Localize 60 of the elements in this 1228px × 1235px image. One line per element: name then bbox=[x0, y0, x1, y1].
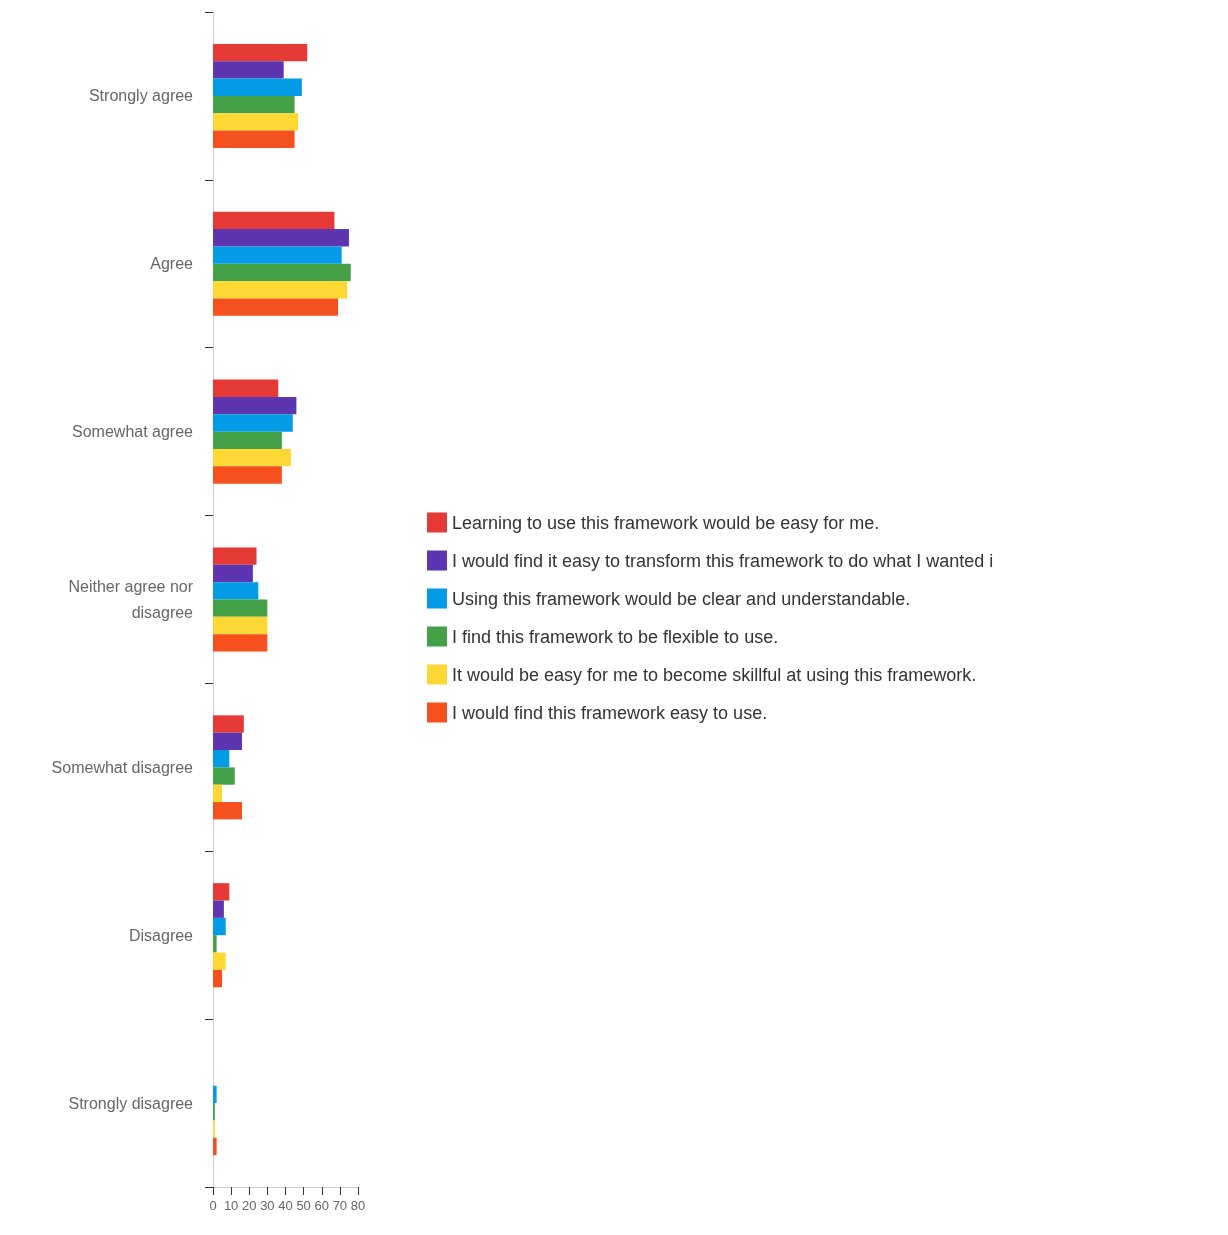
bar bbox=[213, 767, 235, 785]
x-tick-label: 80 bbox=[350, 1198, 366, 1213]
bar bbox=[213, 396, 297, 415]
x-tick-label: 50 bbox=[296, 1198, 311, 1213]
bar bbox=[213, 130, 295, 148]
bar bbox=[213, 952, 226, 970]
bar bbox=[213, 246, 342, 264]
bar bbox=[213, 414, 293, 432]
bar bbox=[213, 599, 268, 617]
bar bbox=[213, 298, 339, 316]
bar bbox=[213, 43, 308, 62]
bar bbox=[213, 969, 223, 988]
x-tick-label: 0 bbox=[209, 1198, 217, 1213]
y-tick-label: Strongly agree bbox=[88, 87, 194, 105]
y-tick-label: Somewhat agree bbox=[72, 423, 194, 441]
x-tick-label: 20 bbox=[242, 1198, 257, 1213]
bar bbox=[213, 78, 302, 96]
y-tick-label: Agree bbox=[150, 255, 194, 273]
bar bbox=[213, 61, 284, 79]
legend-label: I would find it easy to transform this framework to do what I wanted i bbox=[452, 550, 994, 571]
bar bbox=[213, 900, 224, 918]
legend-label: I would find this framework easy to use. bbox=[452, 702, 768, 723]
bar bbox=[213, 582, 259, 600]
bar bbox=[213, 732, 242, 751]
y-tick-label: Strongly disagree bbox=[68, 1094, 194, 1112]
legend-label: Learning to use this framework would be easy for me. bbox=[452, 512, 880, 533]
x-tick-label: 70 bbox=[332, 1198, 348, 1213]
legend-label: Using this framework would be clear and understandable. bbox=[452, 588, 911, 609]
bar bbox=[213, 564, 253, 583]
x-tick-label: 10 bbox=[223, 1198, 239, 1213]
bar bbox=[213, 95, 295, 114]
bar bbox=[213, 634, 268, 652]
bar bbox=[213, 431, 282, 449]
bar bbox=[213, 750, 230, 768]
bar bbox=[213, 281, 348, 299]
bar bbox=[213, 802, 242, 820]
y-tick-label: Neither agree nor disagree bbox=[68, 578, 194, 621]
y-tick-label: Somewhat disagree bbox=[51, 758, 194, 776]
bar bbox=[213, 1137, 217, 1156]
bar bbox=[213, 263, 351, 282]
bar bbox=[213, 113, 299, 131]
bar bbox=[213, 229, 349, 247]
bar bbox=[213, 379, 279, 397]
bar bbox=[213, 466, 282, 484]
bar bbox=[213, 715, 244, 733]
x-tick-label: 30 bbox=[260, 1198, 275, 1213]
legend-label: I find this framework to be flexible to use. bbox=[452, 626, 779, 647]
bar bbox=[213, 211, 335, 230]
bar bbox=[213, 448, 291, 467]
bar bbox=[213, 883, 230, 901]
bar bbox=[213, 784, 223, 803]
y-tick-label: Disagree bbox=[128, 926, 194, 944]
legend-label: It would be easy for me to become skillful at using this framework. bbox=[452, 664, 977, 685]
bar bbox=[213, 616, 268, 635]
bar bbox=[213, 1085, 217, 1104]
bar bbox=[213, 917, 226, 936]
x-tick-label: 60 bbox=[314, 1198, 329, 1213]
bar bbox=[213, 547, 257, 565]
bar bbox=[213, 935, 217, 953]
x-tick-label: 40 bbox=[278, 1198, 293, 1213]
